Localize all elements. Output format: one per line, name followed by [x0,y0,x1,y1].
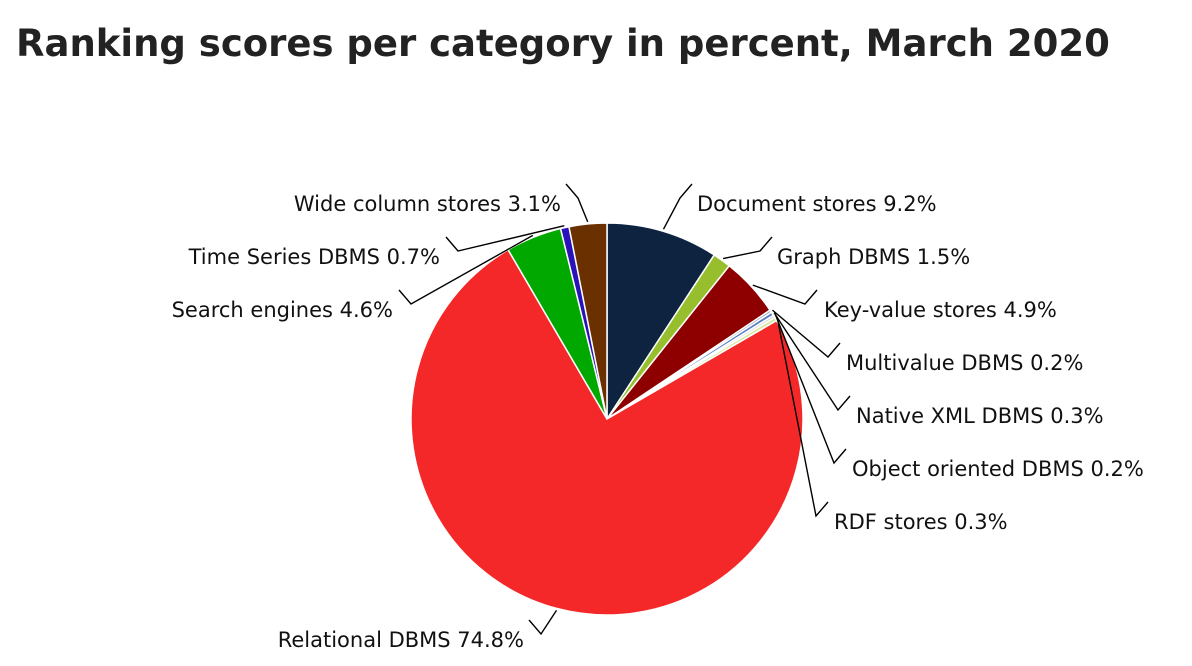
pie-slice-wide-column-stores [568,222,608,420]
leader-line-document-stores [662,183,693,230]
leader-line-wide-column-stores [565,183,589,223]
slice-label-native-xml-dbms: Native XML DBMS 0.3% [856,404,1104,428]
slice-label-wide-column-stores: Wide column stores 3.1% [294,192,561,216]
leader-line-native-xml-dbms [773,312,851,412]
slice-label-relational-dbms: Relational DBMS 74.8% [278,628,524,652]
slice-label-graph-dbms: Graph DBMS 1.5% [777,245,970,269]
pie-slice-relational-dbms [410,248,804,616]
leader-line-time-series-dbms [445,225,565,252]
slice-label-search-engines: Search engines 4.6% [172,298,393,322]
leader-line-object-oriented-dbms [775,315,847,465]
leader-line-rdf-stores [776,317,829,518]
pie-slices [410,222,804,616]
leader-line-graph-dbms [722,236,773,260]
pie-slice-document-stores [606,222,716,422]
slice-label-document-stores: Document stores 9.2% [697,192,937,216]
slice-label-time-series-dbms: Time Series DBMS 0.7% [188,245,440,269]
slice-label-key-value-stores: Key-value stores 4.9% [824,298,1057,322]
leader-line-search-engines [398,234,534,305]
slice-labels: Document stores 9.2% Graph DBMS 1.5% Key-v… [172,192,1144,652]
leader-line-multivalue-dbms [771,309,841,358]
slice-label-rdf-stores: RDF stores 0.3% [834,510,1008,534]
slice-label-object-oriented-dbms: Object oriented DBMS 0.2% [852,457,1144,481]
chart-title: Ranking scores per category in percent, … [16,22,1110,65]
leader-line-relational-dbms [528,610,558,636]
leader-line-key-value-stores [752,284,818,305]
slice-label-multivalue-dbms: Multivalue DBMS 0.2% [846,351,1083,375]
leader-lines [398,183,851,636]
